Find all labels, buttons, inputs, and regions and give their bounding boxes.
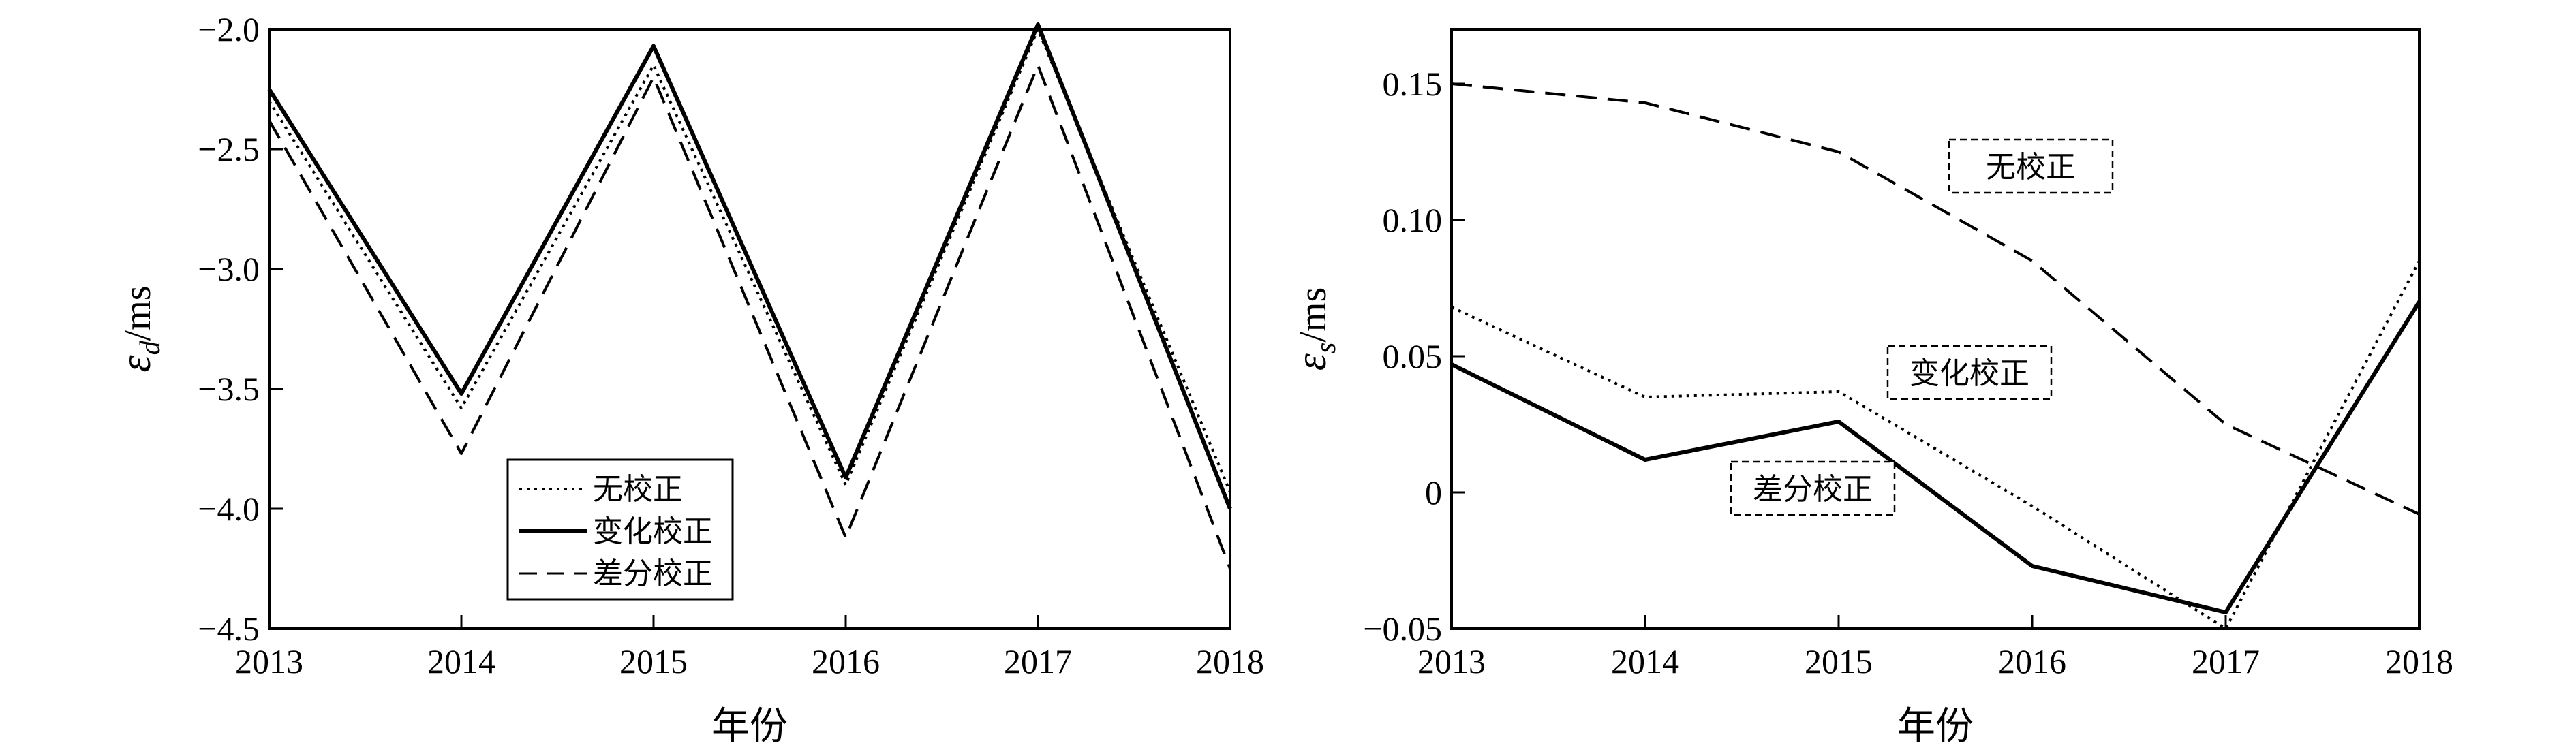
annotation-2: 差分校正: [1730, 460, 1896, 516]
x-tick-label: 2018: [1196, 642, 1264, 680]
x-tick-label: 2018: [2385, 642, 2453, 680]
y-tick-label: −3.0: [198, 250, 260, 288]
y-axis-symbol-right: ε: [1287, 353, 1335, 371]
annotation-1: 变化校正: [1886, 345, 2053, 400]
annotation-text-2: 差分校正: [1753, 473, 1873, 506]
y-tick-label: −0.05: [1363, 610, 1442, 648]
y-ticks-right: 0.15 0.10 0.05 0 −0.05: [1363, 65, 1465, 648]
legend-label-0: 无校正: [593, 473, 683, 506]
legend-label-2: 差分校正: [593, 557, 713, 590]
x-tick-label: 2016: [812, 642, 880, 680]
y-axis-unit-right: /ms: [1292, 287, 1334, 343]
x-tick-label: 2013: [1417, 642, 1486, 680]
plot-frame-left: [268, 28, 1231, 630]
y-tick-label: −2.5: [198, 130, 260, 168]
y-axis-unit-left: /ms: [117, 285, 159, 341]
y-tick-label: 0: [1425, 473, 1442, 511]
series-layer-left: [267, 22, 1232, 569]
x-tick-label: 2017: [1004, 642, 1072, 680]
series-line-0-0: [268, 28, 1231, 493]
x-tick-label: 2013: [235, 642, 303, 680]
annotation-box-2: [1730, 460, 1896, 516]
x-tick-label: 2015: [619, 642, 688, 680]
series-line-1-2: [1450, 300, 2421, 614]
series-line-1-1: [1451, 260, 2421, 630]
annotation-box-1: [1886, 345, 2053, 400]
y-axis-subscript-left: d: [135, 340, 166, 355]
series-line-0-1: [267, 22, 1232, 510]
series-line-1-0: [1451, 82, 2420, 516]
svg-text:εd/ms: εd/ms: [111, 285, 166, 372]
x-tick-label: 2014: [1611, 642, 1679, 680]
x-axis-title-left: 年份: [711, 706, 788, 748]
x-tick-label: 2014: [427, 642, 495, 680]
y-axis-title-left: εd/ms: [111, 285, 166, 372]
y-axis-title-right: εs/ms: [1287, 287, 1342, 371]
chart-left: 2013 2014 2015 2016 2017 2018 −2.0 −2.5 −3.0 −3.…: [111, 10, 1264, 748]
y-tick-label: 0.15: [1383, 65, 1443, 103]
y-ticks-left: −2.0 −2.5 −3.0 −3.5 −4.0 −4.5: [198, 10, 283, 648]
y-tick-label: 0.10: [1383, 201, 1443, 239]
x-tick-label: 2015: [1805, 642, 1873, 680]
x-ticks-left: 2013 2014 2015 2016 2017 2018: [235, 615, 1264, 680]
y-tick-label: −3.5: [198, 370, 260, 408]
x-axis-title-right: 年份: [1897, 706, 1974, 748]
y-tick-label: 0.05: [1383, 337, 1443, 375]
svg-text:εs/ms: εs/ms: [1287, 287, 1342, 371]
x-tick-label: 2017: [2192, 642, 2260, 680]
x-ticks-right: 2013 2014 2015 2016 2017 2018: [1417, 615, 2453, 680]
y-axis-subscript-right: s: [1310, 343, 1342, 353]
chart-right: 2013 2014 2015 2016 2017 2018 0.15 0.10 0.05 0 −0…: [1287, 28, 2453, 748]
y-tick-label: −2.0: [198, 10, 260, 48]
y-tick-label: −4.5: [198, 610, 260, 648]
series-line-0-2: [268, 63, 1231, 569]
annotation-text-1: 变化校正: [1910, 357, 2029, 390]
series-layer-right: [1450, 82, 2421, 630]
legend-label-1: 变化校正: [593, 515, 713, 548]
y-tick-label: −4.0: [198, 490, 260, 528]
x-tick-label: 2016: [1998, 642, 2066, 680]
annotation-text-0: 无校正: [1986, 151, 2076, 184]
plot-frame-right: [1450, 28, 2421, 630]
y-axis-symbol-left: ε: [111, 355, 159, 373]
legend-left: 无校正 变化校正 差分校正: [506, 458, 734, 601]
annotation-0: 无校正: [1948, 138, 2114, 194]
annotation-box-0: [1948, 138, 2114, 194]
